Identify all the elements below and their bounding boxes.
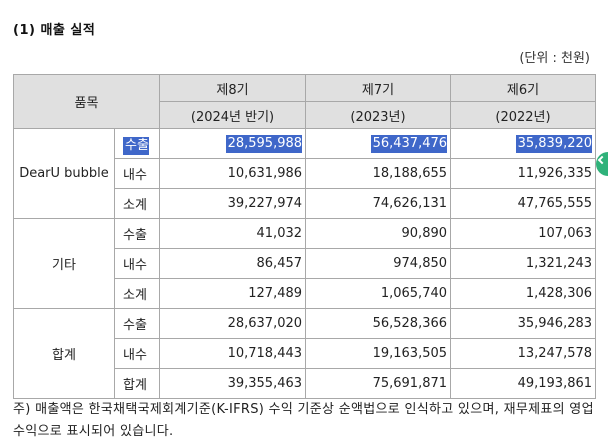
value-cell: 1,428,306 [450,278,597,309]
value-cell: 127,489 [159,278,307,309]
value-cell: 56,528,366 [305,308,452,339]
footnote: 주) 매출액은 한국채택국제회계기준(K-IFRS) 수익 기준상 순액법으로 … [13,402,594,439]
sales-table: 품목 제8기 제7기 제6기 (2024년 반기) (2023년) (2022년… [12,74,597,399]
value-cell: 107,063 [450,218,597,249]
row-label: 소계 [113,278,161,309]
row-label: 소계 [113,188,161,219]
row-label: 내수 [113,338,161,369]
value-cell: 19,163,505 [305,338,452,369]
row-label: 수출 [113,308,161,339]
value-cell: 18,188,655 [305,158,452,189]
period-header: 제7기 [305,74,452,102]
table-row: 소계 127,489 1,065,740 1,428,306 [14,278,597,309]
value-cell[interactable]: 28,595,988 [159,128,307,159]
table-row: 소계 39,227,974 74,626,131 47,765,555 [14,188,597,219]
value-cell[interactable]: 56,437,476 [305,128,452,159]
value-cell: 1,065,740 [305,278,452,309]
value-cell: 74,626,131 [305,188,452,219]
value-cell: 39,227,974 [159,188,307,219]
value-cell: 13,247,578 [450,338,597,369]
value-cell: 47,765,555 [450,188,597,219]
product-group-name: DearU bubble [13,128,115,219]
value-cell: 75,691,871 [305,368,452,399]
value-cell: 90,890 [305,218,452,249]
row-label: 합계 [113,368,161,399]
product-group-name: 합계 [13,308,115,399]
period-header: 제6기 [450,74,597,102]
value-cell: 10,631,986 [159,158,307,189]
product-group-name: 기타 [13,218,115,309]
row-label: 수출 [113,218,161,249]
side-panel-toggle[interactable] [596,152,608,176]
table-row: 합계 39,355,463 75,691,871 49,193,861 [14,368,597,399]
unit-label: (단위 : 천원) [519,51,590,66]
value-cell: 41,032 [159,218,307,249]
row-label: 내수 [113,248,161,279]
value-cell: 1,321,243 [450,248,597,279]
row-label: 내수 [113,158,161,189]
item-header: 품목 [12,74,161,129]
table-row: 내수 86,457 974,850 1,321,243 [14,248,597,279]
value-cell: 28,637,020 [159,308,307,339]
value-cell[interactable]: 35,839,220 [450,128,597,159]
value-cell: 11,926,335 [450,158,597,189]
value-cell: 39,355,463 [159,368,307,399]
period-year: (2024년 반기) [159,101,307,129]
table-row: 내수 10,718,443 19,163,505 13,247,578 [14,338,597,369]
row-label[interactable]: 수출 [123,137,149,155]
chevron-left-icon[interactable] [597,155,607,165]
table-row: 내수 10,631,986 18,188,655 11,926,335 [14,158,597,189]
value-cell: 86,457 [159,248,307,279]
value-selected[interactable]: 28,595,988 [225,135,303,153]
table-row: 합계 수출 28,637,020 56,528,366 35,946,283 [13,308,597,399]
period-year: (2022년) [450,101,597,129]
period-header: 제8기 [159,74,307,102]
value-selected[interactable]: 35,839,220 [515,135,593,153]
value-cell: 974,850 [305,248,452,279]
table-row: DearU bubble 수출 28,595,988 56,437,476 35… [13,128,597,219]
row-label-cell[interactable]: 수출 [113,128,161,159]
value-cell: 35,946,283 [450,308,597,339]
table-row: 기타 수출 41,032 90,890 107,063 [13,218,597,309]
section-heading: (1) 매출 실적 [13,23,96,38]
value-selected[interactable]: 56,437,476 [370,135,448,153]
period-year: (2023년) [305,101,452,129]
value-cell: 10,718,443 [159,338,307,369]
value-cell: 49,193,861 [450,368,597,399]
